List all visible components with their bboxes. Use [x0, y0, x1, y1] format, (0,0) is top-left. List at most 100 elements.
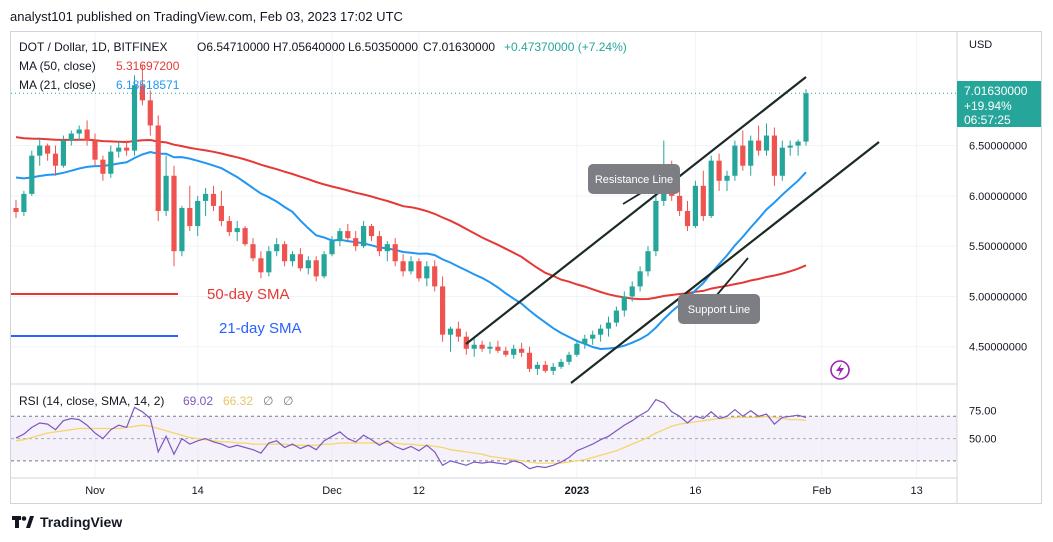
candle-up	[329, 241, 335, 255]
candle-up	[203, 193, 209, 201]
candle-up	[68, 133, 74, 141]
chart-panel: Resistance Line Support Line 50-day SMA …	[10, 31, 1042, 504]
candle-up	[582, 338, 588, 344]
candle-down	[171, 175, 177, 252]
resistance-callout-label: Resistance Line	[595, 174, 673, 186]
candle-up	[732, 145, 738, 176]
candle-up	[337, 231, 343, 242]
ma21-line	[15, 150, 807, 351]
time-tick-label: 13	[910, 485, 922, 497]
price-axis: 6.50000000 6.00000000 5.50000000 5.00000000…	[969, 141, 1027, 354]
candle-up	[645, 251, 651, 272]
time-axis: Nov 14 Dec 12 2023 16 Feb 13	[85, 485, 923, 497]
publish-header: analyst101 published on TradingView.com,…	[10, 9, 403, 24]
time-tick-label: 2023	[565, 485, 589, 497]
footer-brand[interactable]: TradingView	[12, 514, 122, 530]
candle-up	[779, 147, 785, 176]
candle-down	[258, 258, 264, 273]
legend-close: C7.01630000	[423, 40, 495, 54]
candle-down	[210, 193, 217, 206]
legend-high: H7.05640000	[273, 40, 345, 54]
candle-down	[771, 135, 777, 176]
candle-up	[321, 254, 327, 277]
bar-countdown: 06:57:25	[964, 113, 1011, 127]
rsi-legend-value: 69.02	[183, 394, 213, 408]
candle-up	[787, 145, 793, 148]
price-tick-label: 6.50000000	[969, 141, 1027, 153]
support-callout-arrow	[715, 257, 749, 297]
candle-up	[361, 226, 367, 247]
ma50-legend-label: MA (50, close)	[19, 59, 96, 73]
current-price-box[interactable]: 7.01630000 +19.94% 06:57:25	[957, 81, 1041, 127]
price-chart-svg[interactable]: Resistance Line Support Line 50-day SMA …	[11, 32, 1041, 503]
candle-down	[250, 244, 256, 259]
candle-down	[503, 350, 509, 355]
candle-up	[289, 254, 296, 262]
candle-down	[313, 260, 319, 277]
candle-down	[155, 125, 161, 211]
candles	[13, 65, 809, 375]
candle-up	[763, 135, 770, 151]
candle-down	[432, 266, 438, 287]
candle-down	[100, 159, 106, 174]
candle-up	[653, 200, 659, 252]
candle-up	[637, 271, 643, 287]
support-trendline[interactable]	[570, 141, 880, 384]
candle-down	[740, 145, 746, 166]
candle-down	[84, 129, 90, 141]
candle-up	[305, 260, 311, 269]
candle-down	[684, 210, 691, 227]
ma21-legend-value: 6.18518571	[116, 78, 180, 92]
candle-down	[526, 352, 533, 369]
candle-up	[195, 200, 201, 227]
resistance-callout-box	[588, 164, 680, 194]
candle-down	[297, 254, 303, 269]
price-tick-label: 5.00000000	[969, 291, 1027, 303]
candle-up	[131, 85, 138, 151]
rsi-tick-label: 50.00	[969, 434, 997, 446]
candle-up	[534, 364, 540, 369]
candle-up	[60, 140, 66, 166]
price-tick-label: 5.50000000	[969, 241, 1027, 253]
time-tick-label: 16	[689, 485, 701, 497]
ma50-line	[15, 136, 807, 301]
candle-up	[266, 251, 272, 273]
current-change: +19.94%	[964, 99, 1012, 113]
candle-down	[282, 244, 288, 262]
lightning-icon[interactable]	[830, 360, 850, 380]
candle-up	[471, 344, 477, 349]
candle-up	[37, 145, 43, 156]
rsi-sma-line	[15, 415, 807, 464]
candle-down	[376, 236, 382, 252]
candle-up	[76, 129, 82, 134]
candle-down	[139, 85, 145, 101]
candle-down	[716, 160, 722, 181]
candle-up	[274, 244, 280, 252]
candle-down	[52, 153, 59, 166]
time-tick-label: Dec	[322, 485, 342, 497]
ma21-legend-label: MA (21, close)	[19, 78, 96, 92]
candle-up	[590, 334, 596, 339]
candle-up	[21, 193, 27, 212]
candle-down	[416, 261, 422, 279]
candle-up	[179, 207, 185, 252]
rsi-legend-empty-1: ∅	[263, 394, 273, 408]
candle-down	[124, 147, 130, 151]
legend-low: L6.50350000	[348, 40, 418, 54]
candle-down	[495, 346, 501, 351]
candle-down	[92, 140, 98, 160]
brand-name: TradingView	[40, 514, 123, 530]
candle-up	[447, 328, 454, 335]
legend-symbol: DOT / Dollar, 1D, BITFINEX	[19, 40, 167, 54]
tradingview-logo-icon	[12, 516, 34, 528]
candle-up	[384, 244, 390, 252]
candle-up	[558, 361, 564, 367]
candle-down	[187, 207, 193, 227]
legend-open: O6.54710000	[197, 40, 270, 54]
current-price: 7.01630000	[964, 84, 1028, 98]
sma21-label: 21-day SMA	[219, 320, 302, 337]
candle-up	[116, 147, 122, 152]
candle-up	[629, 286, 635, 297]
resistance-trendline[interactable]	[465, 76, 807, 345]
candle-up	[574, 343, 580, 355]
